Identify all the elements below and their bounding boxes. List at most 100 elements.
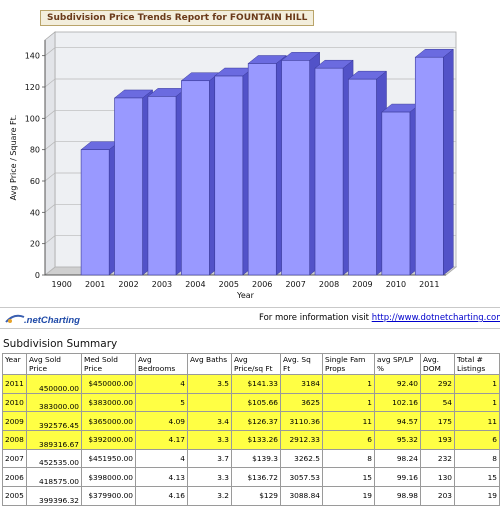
col-header-sp-lp: avg SP/LP % — [374, 353, 421, 375]
cell-avg-sold: 399396.32 — [26, 486, 82, 506]
cell-dom: 203 — [420, 486, 455, 506]
cell-single-fam: 1 — [322, 374, 375, 394]
col-header-price-sqft: Avg Price/sq Ft — [231, 353, 281, 375]
cell-sp-lp: 94.57 — [374, 411, 421, 432]
cell-avg-sold: 392576.45 — [26, 411, 82, 432]
col-header-med-sold: Med Sold Price — [81, 353, 136, 375]
cell-sp-lp: 92.40 — [374, 374, 421, 394]
grid-line — [44, 172, 56, 182]
cell-baths: 3.3 — [187, 430, 232, 450]
cell-total: 8 — [454, 448, 500, 469]
bar-2010 — [381, 111, 411, 276]
price-trends-chart: 0 20 40 60 80 100 120 140 1900 2001 2002 2003 2004 20… — [9, 10, 458, 300]
y-tick-label: 140 — [25, 52, 40, 61]
cell-single-fam: 15 — [322, 467, 375, 488]
more-info-label: For more information visit — [259, 313, 369, 323]
cell-dom: 193 — [420, 430, 455, 450]
cell-single-fam: 6 — [322, 430, 375, 450]
cell-baths: 3.3 — [187, 467, 232, 488]
cell-avg-sold: 452535.00 — [26, 448, 82, 469]
col-header-year: Year — [2, 353, 27, 375]
y-tick-label: 80 — [30, 146, 40, 155]
bar-2004 — [181, 80, 210, 276]
cell-total: 1 — [454, 392, 500, 413]
cell-sp-lp: 98.24 — [374, 448, 421, 469]
cell-year: 2009 — [2, 411, 27, 432]
x-tick-label: 2004 — [185, 280, 205, 289]
chart-canvas: 0 20 40 60 80 100 120 140 1900 2001 2002 2003 2004 20… — [9, 31, 458, 300]
table-row: 2008 389316.67 $392000.00 4.17 3.3 $133.26 291… — [2, 430, 500, 450]
cell-med-sold: $451950.00 — [81, 448, 136, 469]
cell-sqft: 3088.84 — [280, 486, 323, 506]
cell-baths: 3.7 — [187, 448, 232, 469]
cell-baths: 3.5 — [187, 374, 232, 394]
table-row: 2009 392576.45 $365000.00 4.09 3.4 $126.37 311… — [2, 411, 500, 432]
grid-line — [44, 235, 56, 244]
cell-dom: 130 — [420, 467, 455, 488]
cell-price-sqft: $129 — [231, 486, 281, 506]
cell-price-sqft: $139.3 — [231, 448, 281, 469]
bar-2003 — [147, 96, 177, 276]
cell-sp-lp: 102.16 — [374, 392, 421, 413]
cell-bedrooms: 4 — [135, 374, 188, 394]
cell-bedrooms: 4.16 — [135, 486, 188, 506]
x-tick-label: 2005 — [219, 280, 239, 289]
cell-avg-sold: 450000.00 — [26, 374, 82, 394]
cell-med-sold: $379900.00 — [81, 486, 136, 506]
y-tick-label: 120 — [25, 83, 40, 92]
x-tick-label: 2010 — [386, 280, 406, 289]
cell-sqft: 3057.53 — [280, 467, 323, 488]
cell-single-fam: 19 — [322, 486, 375, 506]
cell-price-sqft: $105.66 — [231, 392, 281, 413]
cell-avg-sold: 389316.67 — [26, 430, 82, 450]
cell-sqft: 3110.36 — [280, 411, 323, 432]
bar-2011 — [414, 56, 444, 276]
table-row: 2006 418575.00 $398000.00 4.13 3.3 $136.72 305… — [2, 467, 500, 488]
cell-year: 2011 — [2, 374, 27, 394]
x-tick-label: 2001 — [85, 280, 105, 289]
cell-price-sqft: $133.26 — [231, 430, 281, 450]
col-header-sqft: Avg. Sq Ft — [280, 353, 323, 375]
cell-sp-lp: 98.98 — [374, 486, 421, 506]
cell-year: 2006 — [2, 467, 27, 488]
cell-sqft: 3184 — [280, 374, 323, 394]
col-header-bedrooms: Avg Bedrooms — [135, 353, 188, 375]
cell-med-sold: $398000.00 — [81, 467, 136, 488]
cell-total: 6 — [454, 430, 500, 450]
cell-baths — [187, 392, 232, 413]
bar-2008 — [314, 67, 344, 276]
logo-text: .netCharting — [24, 315, 80, 326]
cell-total: 11 — [454, 411, 500, 432]
cell-dom: 175 — [420, 411, 455, 432]
x-tick-label: 1900 — [52, 280, 72, 289]
more-info-text: For more information visit http://www.do… — [259, 313, 500, 323]
dotnetcharting-link[interactable]: http://www.dotnetcharting.com — [371, 313, 500, 323]
cell-single-fam: 1 — [322, 392, 375, 413]
col-header-dom: Avg. DOM — [420, 353, 455, 375]
col-header-baths: Avg Baths — [187, 353, 232, 375]
chart-side-wall — [44, 31, 56, 276]
bar-2007 — [281, 60, 310, 276]
cell-med-sold: $392000.00 — [81, 430, 136, 450]
cell-bedrooms: 4.13 — [135, 467, 188, 488]
cell-sqft: 2912.33 — [280, 430, 323, 450]
bar-2006 — [247, 63, 277, 276]
y-tick-label: 0 — [35, 271, 40, 280]
cell-baths: 3.4 — [187, 411, 232, 432]
summary-table: Year Avg Sold Price Med Sold Price Avg B… — [2, 353, 500, 506]
cell-year: 2008 — [2, 430, 27, 450]
cell-bedrooms: 5 — [135, 392, 188, 413]
col-header-total: Total # Listings — [454, 353, 500, 375]
cell-total: 15 — [454, 467, 500, 488]
cell-year: 2007 — [2, 448, 27, 469]
cell-sp-lp: 99.16 — [374, 467, 421, 488]
cell-bedrooms: 4.09 — [135, 411, 188, 432]
dotnetcharting-logo[interactable]: .netCharting — [4, 311, 82, 327]
grid-line — [44, 78, 56, 88]
cell-single-fam: 11 — [322, 411, 375, 432]
cell-bedrooms: 4.17 — [135, 430, 188, 450]
x-tick-label: 2011 — [419, 280, 439, 289]
bar-2009 — [348, 78, 377, 276]
table-row: 2010 383000.00 $383000.00 5 $105.66 3625 1 102.… — [2, 392, 500, 413]
table-row: 2007 452535.00 $451950.00 4 3.7 $139.3 3262.5 8… — [2, 448, 500, 469]
